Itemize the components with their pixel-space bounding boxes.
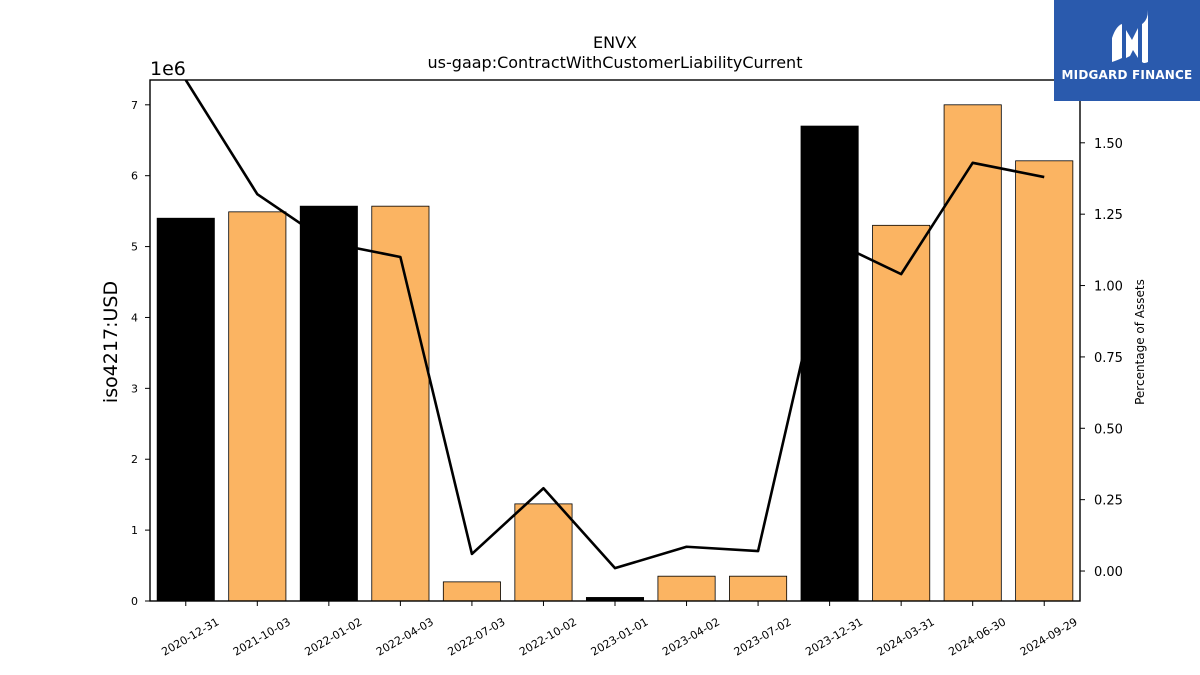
bar-2024-09-29 xyxy=(1015,160,1074,602)
bar-2024-06-30 xyxy=(943,104,1002,602)
chart-title: ENVX xyxy=(593,33,637,52)
y-offset-text: 1e6 xyxy=(150,58,186,80)
bar-2024-03-31 xyxy=(872,224,931,602)
y2-axis-label: Percentage of Assets xyxy=(1133,279,1147,405)
y-tick-label: 7 xyxy=(131,99,138,112)
bars xyxy=(156,104,1074,602)
logo-text: MIDGARD FINANCE xyxy=(1061,68,1193,82)
bar-2022-01-02 xyxy=(299,205,358,602)
x-tick-label: 2024-09-29 xyxy=(1018,615,1080,658)
x-tick-label: 2023-04-02 xyxy=(660,615,722,658)
plot-frame xyxy=(149,79,1081,602)
y2-tick-label: 0.50 xyxy=(1094,422,1123,437)
logo: MIDGARD FINANCE xyxy=(1054,0,1200,101)
y-tick-label: 2 xyxy=(131,453,138,466)
x-tick-label: 2020-12-31 xyxy=(159,615,221,658)
y2-tick-label: 0.25 xyxy=(1094,494,1123,509)
x-tick-label: 2022-01-02 xyxy=(302,615,364,658)
x-tick-label: 2022-07-03 xyxy=(446,615,508,658)
x-tick-label: 2023-07-02 xyxy=(732,615,794,658)
bar-2023-12-31 xyxy=(800,125,859,602)
y-tick-label: 3 xyxy=(131,382,138,395)
bar-2022-04-03 xyxy=(371,205,430,602)
y-tick-label: 0 xyxy=(131,595,138,608)
y-tick-label: 5 xyxy=(131,241,138,254)
x-tick-label: 2024-06-30 xyxy=(946,615,1008,658)
y2-tick-label: 1.00 xyxy=(1094,280,1123,295)
x-tick-label: 2022-04-03 xyxy=(374,615,436,658)
x-tick-label: 2022-10-02 xyxy=(517,615,579,658)
x-tick-label: 2021-10-03 xyxy=(231,615,293,658)
bar-2021-10-03 xyxy=(228,211,287,602)
y2-tick-label: 0.75 xyxy=(1094,351,1123,366)
y2-tick-label: 1.25 xyxy=(1094,208,1123,223)
y2-tick-label: 0.00 xyxy=(1094,565,1123,580)
midgard-logo-icon xyxy=(1112,10,1148,63)
y2-tick-label: 1.50 xyxy=(1094,137,1123,152)
y-tick-label: 1 xyxy=(131,524,138,537)
chart-subtitle: us-gaap:ContractWithCustomerLiabilityCur… xyxy=(428,53,803,72)
line-layer xyxy=(184,80,1045,570)
bar-2020-12-31 xyxy=(156,217,215,602)
x-tick-label: 2023-01-01 xyxy=(589,615,651,658)
bar-2022-10-02 xyxy=(514,503,573,602)
x-tick-label: 2023-12-31 xyxy=(803,615,865,658)
y-tick-label: 4 xyxy=(131,311,138,324)
x-tick-label: 2024-03-31 xyxy=(875,615,937,658)
percentage-line xyxy=(184,80,1045,570)
bar-2023-04-02 xyxy=(657,575,716,602)
y-axis-label: iso4217:USD xyxy=(100,281,122,403)
bar-2022-07-03 xyxy=(442,581,501,602)
bar-2023-07-02 xyxy=(729,575,788,602)
y-tick-label: 6 xyxy=(131,170,138,183)
